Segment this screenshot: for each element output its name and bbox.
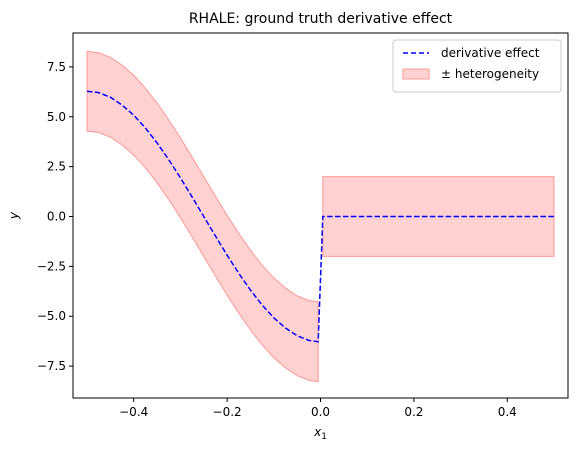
legend-swatch-heterogeneity <box>402 68 430 80</box>
y-tick-label: 2.5 <box>47 160 66 174</box>
y-tick-label: 5.0 <box>47 110 66 124</box>
y-tick-layer: −7.5 −5.0 −2.5 0.0 2.5 5.0 7.5 <box>37 60 73 373</box>
y-axis-label: y <box>7 211 21 220</box>
x-axis-label: x1 <box>313 425 327 442</box>
y-tick-label: −2.5 <box>37 259 66 273</box>
chart-title: RHALE: ground truth derivative effect <box>189 11 453 27</box>
y-tick-label: −7.5 <box>37 359 66 373</box>
heterogeneity-band-segment-1 <box>86 50 319 383</box>
x-tick-label: 0.2 <box>404 405 423 419</box>
x-tick-layer: −0.4 −0.2 0.0 0.2 0.4 <box>119 398 517 419</box>
x-tick-label: 0.4 <box>498 405 517 419</box>
heterogeneity-band-layer <box>86 50 555 383</box>
x-tick-label: 0.0 <box>311 405 330 419</box>
legend-box <box>392 39 562 93</box>
x-tick-label: −0.4 <box>119 405 148 419</box>
derivative-effect-line <box>86 90 554 343</box>
y-tick-label: 0.0 <box>47 209 66 223</box>
legend: derivative effect ± heterogeneity <box>392 39 562 93</box>
x-axis-label-subscript: 1 <box>321 432 327 442</box>
x-axis-label-main: x <box>313 425 322 439</box>
legend-label-derivative-effect: derivative effect <box>441 46 540 60</box>
y-tick-label: 7.5 <box>47 60 66 74</box>
legend-label-heterogeneity: ± heterogeneity <box>441 67 539 81</box>
x-tick-label: −0.2 <box>213 405 242 419</box>
y-tick-label: −5.0 <box>37 309 66 323</box>
derivative-line-layer <box>86 90 554 343</box>
